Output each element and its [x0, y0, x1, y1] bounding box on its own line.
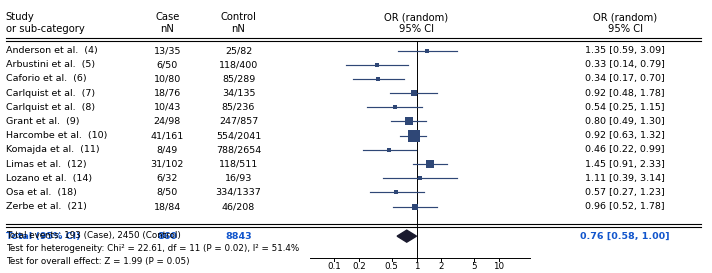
Text: 24/98: 24/98 [154, 117, 181, 126]
Text: 1: 1 [414, 262, 419, 271]
Text: 0.92 [0.48, 1.78]: 0.92 [0.48, 1.78] [585, 89, 665, 97]
Text: 1.35 [0.59, 3.09]: 1.35 [0.59, 3.09] [585, 46, 665, 55]
Text: 0.80 [0.49, 1.30]: 0.80 [0.49, 1.30] [585, 117, 665, 126]
Text: 5: 5 [471, 262, 477, 271]
Text: Komajda et al.  (11): Komajda et al. (11) [6, 146, 99, 154]
Text: 860: 860 [157, 232, 177, 241]
Text: 34/135: 34/135 [221, 89, 256, 97]
Text: 0.54 [0.25, 1.15]: 0.54 [0.25, 1.15] [585, 103, 665, 112]
Text: 1.45 [0.91, 2.33]: 1.45 [0.91, 2.33] [585, 160, 665, 168]
Text: 10/43: 10/43 [154, 103, 181, 112]
Text: 8/49: 8/49 [157, 146, 178, 154]
Text: Case
nN: Case nN [155, 12, 179, 34]
Text: Study
or sub-category: Study or sub-category [6, 12, 85, 34]
Text: Osa et al.  (18): Osa et al. (18) [6, 188, 77, 197]
Text: 118/511: 118/511 [219, 160, 258, 168]
Text: Test for heterogeneity: Chi² = 22.61, df = 11 (P = 0.02), I² = 51.4%: Test for heterogeneity: Chi² = 22.61, df… [6, 244, 299, 253]
Text: Carlquist et al.  (7): Carlquist et al. (7) [6, 89, 95, 97]
Text: Lozano et al.  (14): Lozano et al. (14) [6, 174, 92, 183]
Text: 6/50: 6/50 [157, 60, 178, 69]
Text: 0.46 [0.22, 0.99]: 0.46 [0.22, 0.99] [585, 146, 665, 154]
Text: 0.5: 0.5 [385, 262, 399, 271]
Text: 46/208: 46/208 [222, 202, 255, 211]
Polygon shape [397, 230, 417, 242]
Text: Arbustini et al.  (5): Arbustini et al. (5) [6, 60, 95, 69]
Text: 31/102: 31/102 [151, 160, 184, 168]
Text: 2: 2 [439, 262, 444, 271]
Text: 8/50: 8/50 [157, 188, 178, 197]
Text: 16/93: 16/93 [225, 174, 252, 183]
Text: 788/2654: 788/2654 [216, 146, 261, 154]
Text: 10/80: 10/80 [154, 75, 181, 83]
Text: Zerbe et al.  (21): Zerbe et al. (21) [6, 202, 87, 211]
Text: Harcombe et al.  (10): Harcombe et al. (10) [6, 131, 107, 140]
Text: 118/400: 118/400 [219, 60, 258, 69]
Text: 0.1: 0.1 [328, 262, 341, 271]
Text: 334/1337: 334/1337 [216, 188, 261, 197]
Text: 8843: 8843 [225, 232, 252, 241]
Text: Total (95% CI): Total (95% CI) [6, 232, 80, 241]
Text: 0.57 [0.27, 1.23]: 0.57 [0.27, 1.23] [585, 188, 665, 197]
Text: 25/82: 25/82 [225, 46, 252, 55]
Text: Total events: 193 (Case), 2450 (Control): Total events: 193 (Case), 2450 (Control) [6, 231, 181, 240]
Text: 1.11 [0.39, 3.14]: 1.11 [0.39, 3.14] [585, 174, 665, 183]
Text: Limas et al.  (12): Limas et al. (12) [6, 160, 86, 168]
Text: Caforio et al.  (6): Caforio et al. (6) [6, 75, 86, 83]
Text: 0.33 [0.14, 0.79]: 0.33 [0.14, 0.79] [585, 60, 665, 69]
Text: Test for overall effect: Z = 1.99 (P = 0.05): Test for overall effect: Z = 1.99 (P = 0… [6, 257, 189, 266]
Text: Grant et al.  (9): Grant et al. (9) [6, 117, 79, 126]
Text: 0.34 [0.17, 0.70]: 0.34 [0.17, 0.70] [585, 75, 665, 83]
Text: 13/35: 13/35 [154, 46, 181, 55]
Text: 0.92 [0.63, 1.32]: 0.92 [0.63, 1.32] [585, 131, 665, 140]
Text: 41/161: 41/161 [151, 131, 184, 140]
Text: Carlquist et al.  (8): Carlquist et al. (8) [6, 103, 95, 112]
Text: Control
nN: Control nN [221, 12, 256, 34]
Text: 18/76: 18/76 [154, 89, 181, 97]
Text: 10: 10 [493, 262, 504, 271]
Text: 554/2041: 554/2041 [216, 131, 261, 140]
Text: 85/236: 85/236 [222, 103, 255, 112]
Text: Anderson et al.  (4): Anderson et al. (4) [6, 46, 98, 55]
Text: 18/84: 18/84 [154, 202, 181, 211]
Text: 0.76 [0.58, 1.00]: 0.76 [0.58, 1.00] [580, 232, 670, 241]
Text: OR (random)
95% CI: OR (random) 95% CI [593, 12, 657, 34]
Text: 0.96 [0.52, 1.78]: 0.96 [0.52, 1.78] [585, 202, 665, 211]
Text: OR (random)
95% CI: OR (random) 95% CI [384, 12, 449, 34]
Text: 0.2: 0.2 [352, 262, 366, 271]
Text: 247/857: 247/857 [219, 117, 258, 126]
Text: 6/32: 6/32 [157, 174, 178, 183]
Text: 85/289: 85/289 [222, 75, 255, 83]
